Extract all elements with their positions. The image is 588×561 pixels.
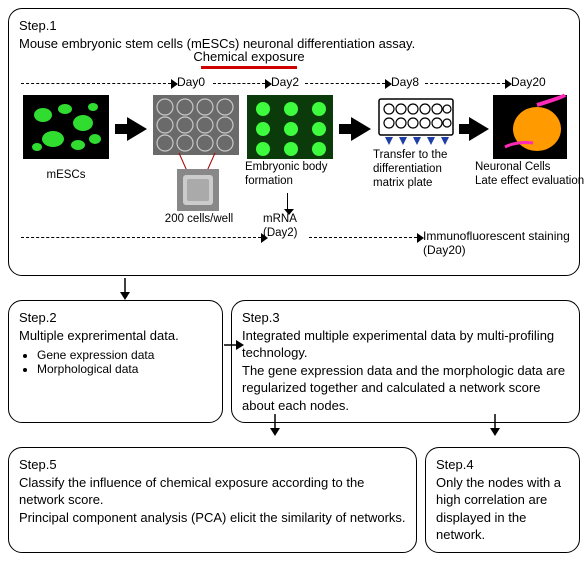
mrna-text: mRNA	[263, 213, 297, 225]
step4-title: Step.4 Only the nodes with a high correl…	[436, 456, 569, 544]
single-well-image	[177, 169, 219, 211]
step3-body: Integrated multiple experimental data by…	[242, 328, 565, 413]
step1-box: Step.1 Mouse embryonic stem cells (mESCs…	[8, 8, 580, 276]
step4-box: Step.4 Only the nodes with a high correl…	[425, 447, 580, 553]
neuronal-image	[493, 95, 567, 159]
mescs-caption: mESCs	[23, 169, 109, 183]
day20-label: Day20	[511, 75, 546, 89]
day0-label: Day0	[177, 75, 205, 89]
arrow-to-mrna	[287, 193, 288, 209]
arrow-step3-to-step4	[490, 414, 500, 436]
step5-number: Step.5	[19, 457, 57, 472]
step4-number: Step.4	[436, 457, 474, 472]
arrow-step3-to-step5	[270, 414, 280, 436]
day8-label: Day8	[391, 75, 419, 89]
step2-bullet-1: Gene expression data	[37, 348, 212, 362]
wells-image	[153, 95, 239, 155]
step2-title: Step.2 Multiple exprerimental data.	[19, 309, 212, 344]
plate-image	[377, 97, 455, 147]
timeline-seg3	[305, 83, 385, 84]
neuronal-cap-1: Neuronal Cells	[475, 161, 550, 173]
neuronal-cap-2: Late effect evaluation	[475, 175, 584, 187]
day2-label: Day2	[271, 75, 299, 89]
step2-box: Step.2 Multiple exprerimental data. Gene…	[8, 300, 223, 423]
step3-title: Step.3 Integrated multiple experimental …	[242, 309, 569, 414]
step3-box: Step.3 Integrated multiple experimental …	[231, 300, 580, 423]
step1-number: Step.1	[19, 18, 57, 33]
step3-number: Step.3	[242, 310, 280, 325]
step2-bullets: Gene expression data Morphological data	[19, 348, 212, 376]
plate-caption: Transfer to the differentiation matrix p…	[373, 149, 463, 190]
eb-caption: Embryonic body formation	[245, 161, 337, 189]
chemical-exposure-label: Chemical exposure	[179, 49, 319, 64]
step2-bullet-2: Morphological data	[37, 362, 212, 376]
step2-number: Step.2	[19, 310, 57, 325]
step5-title: Step.5 Classify the influence of chemica…	[19, 456, 406, 526]
step2-line1: Multiple exprerimental data.	[19, 328, 179, 343]
step5-body: Classify the influence of chemical expos…	[19, 475, 406, 525]
plate-cap-2: differentiation	[373, 163, 442, 175]
wells-caption: 200 cells/well	[157, 213, 241, 227]
timeline-seg4	[425, 83, 505, 84]
timeline-seg2	[213, 83, 265, 84]
arrow-step1-to-step2	[120, 278, 130, 300]
plate-cap-1: Transfer to the	[373, 149, 447, 161]
plate-cap-3: matrix plate	[373, 177, 432, 189]
timeline-seg1	[21, 83, 171, 84]
dash-out-right	[309, 237, 417, 238]
eb-image	[247, 95, 333, 159]
arrow-step2-to-step3	[224, 340, 244, 350]
step5-box: Step.5 Classify the influence of chemica…	[8, 447, 417, 553]
neuronal-caption: Neuronal Cells Late effect evaluation	[475, 161, 585, 189]
staining-label: Immunofluorescent staining (Day20)	[423, 229, 583, 258]
staining-text: Immunofluorescent staining	[423, 229, 570, 243]
mescs-image	[23, 95, 109, 159]
staining-day: (Day20)	[423, 243, 466, 257]
step1-title: Step.1 Mouse embryonic stem cells (mESCs…	[19, 17, 569, 52]
step4-body: Only the nodes with a high correlation a…	[436, 475, 561, 543]
dash-out-left	[21, 237, 261, 238]
chemical-exposure-bar	[201, 66, 297, 69]
mrna-day: (Day2)	[263, 227, 298, 239]
